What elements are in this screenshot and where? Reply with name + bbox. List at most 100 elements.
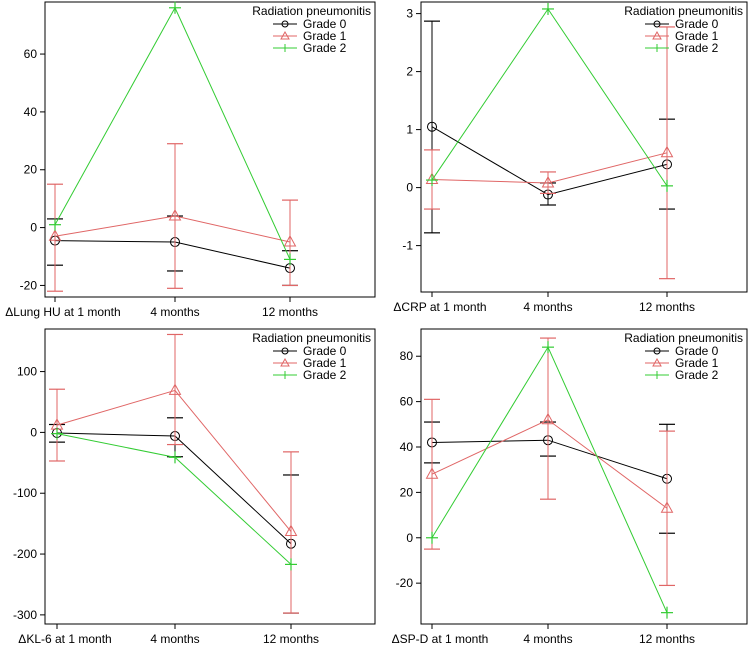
y-tick-label: 100 bbox=[17, 365, 37, 379]
x-tick-label: 12 months bbox=[639, 632, 695, 646]
series-line bbox=[431, 126, 668, 196]
data-point bbox=[284, 524, 298, 537]
y-tick-label: 3 bbox=[406, 7, 413, 21]
x-tick-label: 4 months bbox=[523, 632, 572, 646]
legend-marker bbox=[281, 20, 289, 28]
y-tick-label: 80 bbox=[400, 349, 414, 363]
y-tick-label: 20 bbox=[24, 163, 38, 177]
y-tick-label: 40 bbox=[400, 440, 414, 454]
series-line bbox=[56, 433, 292, 565]
plot-frame bbox=[44, 328, 376, 625]
series-grade-0 bbox=[424, 20, 675, 234]
series-grade-1 bbox=[49, 333, 299, 614]
series-grade-1 bbox=[47, 143, 298, 292]
data-point bbox=[284, 253, 296, 266]
legend-label: Grade 1 bbox=[675, 29, 719, 43]
y-tick-label: -20 bbox=[20, 278, 38, 292]
legend-label: Grade 2 bbox=[303, 368, 347, 382]
legend-entry: Grade 1 bbox=[645, 356, 719, 370]
legend-marker bbox=[652, 357, 662, 367]
legend-entry: Grade 0 bbox=[273, 344, 347, 358]
legend-label: Grade 0 bbox=[303, 344, 347, 358]
data-point bbox=[542, 2, 554, 15]
data-point bbox=[660, 501, 674, 513]
series-grade-2 bbox=[426, 341, 673, 619]
data-point bbox=[168, 383, 182, 395]
data-point bbox=[49, 218, 61, 231]
y-tick-label: -300 bbox=[13, 608, 37, 622]
series-grade-0 bbox=[47, 215, 298, 287]
x-tick-label: 12 months bbox=[639, 300, 695, 314]
data-point bbox=[660, 145, 674, 158]
data-point bbox=[169, 451, 181, 464]
legend-title: Radiation pneumonitis bbox=[252, 4, 371, 18]
data-point bbox=[48, 229, 62, 241]
legend-title: Radiation pneumonitis bbox=[624, 4, 743, 18]
y-tick-label: 60 bbox=[24, 47, 38, 61]
panel-lung-hu: -20 0 20 40 60 ΔLung HU at 1 month 4 months 12 … bbox=[5, 1, 376, 319]
legend-marker bbox=[653, 20, 661, 28]
y-tick-label: 20 bbox=[400, 485, 414, 499]
series-grade-2 bbox=[426, 2, 673, 192]
data-point bbox=[169, 1, 181, 14]
x-tick-label: ΔCRP at 1 month bbox=[393, 300, 486, 314]
data-point bbox=[426, 174, 438, 187]
series-grade-2 bbox=[49, 1, 296, 266]
x-tick-label: 4 months bbox=[150, 305, 199, 319]
series-line bbox=[431, 8, 668, 187]
series-grade-1 bbox=[424, 337, 675, 587]
y-tick-label: -20 bbox=[396, 576, 414, 590]
data-point bbox=[425, 467, 439, 479]
series-grade-2 bbox=[51, 427, 297, 571]
y-tick-label: 40 bbox=[24, 105, 38, 119]
legend-entry: Grade 0 bbox=[645, 17, 719, 31]
legend-label: Grade 2 bbox=[303, 41, 347, 55]
y-tick-label: 0 bbox=[406, 531, 413, 545]
x-tick-label: ΔSP-D at 1 month bbox=[392, 632, 489, 646]
series-line bbox=[431, 346, 668, 613]
panel-kl6: -300 -200 -100 0 100 ΔKL-6 at 1 month 4 months… bbox=[13, 328, 376, 646]
y-tick-label: 60 bbox=[400, 395, 414, 409]
y-tick-label: 2 bbox=[406, 65, 413, 79]
legend-entry: Grade 1 bbox=[273, 29, 347, 43]
legend-marker bbox=[280, 357, 290, 367]
legend-label: Grade 0 bbox=[675, 17, 719, 31]
y-tick-label: 0 bbox=[406, 181, 413, 195]
data-point bbox=[661, 179, 673, 192]
plot-frame bbox=[44, 1, 376, 298]
data-point bbox=[51, 427, 63, 440]
legend-label: Grade 1 bbox=[303, 356, 347, 370]
panel-spd: -20 0 20 40 60 80 ΔSP-D at 1 month 4 months 12 m… bbox=[392, 328, 748, 646]
legend-entry: Grade 2 bbox=[273, 41, 347, 55]
legend-marker bbox=[280, 30, 290, 40]
y-tick-label: 1 bbox=[406, 123, 413, 137]
data-point bbox=[541, 175, 555, 188]
legend-title: Radiation pneumonitis bbox=[624, 331, 743, 345]
series-grade-1 bbox=[424, 26, 675, 280]
x-tick-label: 12 months bbox=[263, 632, 319, 646]
data-point bbox=[283, 235, 297, 247]
series-line bbox=[54, 240, 291, 269]
data-point bbox=[542, 341, 554, 354]
legend-label: Grade 2 bbox=[675, 368, 719, 382]
y-tick-label: -1 bbox=[402, 239, 413, 253]
legend-label: Grade 1 bbox=[303, 29, 347, 43]
x-tick-label: ΔLung HU at 1 month bbox=[5, 305, 120, 319]
series-grade-0 bbox=[424, 421, 675, 534]
legend-entry: Grade 0 bbox=[645, 344, 719, 358]
legend-label: Grade 2 bbox=[675, 41, 719, 55]
data-point bbox=[427, 121, 437, 132]
x-tick-label: ΔKL-6 at 1 month bbox=[18, 632, 111, 646]
series-line bbox=[56, 389, 292, 532]
y-tick-label: 0 bbox=[30, 425, 37, 439]
series-line bbox=[431, 419, 668, 509]
x-tick-label: 12 months bbox=[262, 305, 318, 319]
series-grade-0 bbox=[49, 417, 299, 614]
series-line bbox=[54, 6, 291, 260]
legend-title: Radiation pneumonitis bbox=[252, 331, 371, 345]
plot-frame bbox=[420, 1, 748, 293]
series-line bbox=[431, 439, 668, 480]
legend-label: Grade 0 bbox=[303, 17, 347, 31]
legend-entry: Grade 0 bbox=[273, 17, 347, 31]
